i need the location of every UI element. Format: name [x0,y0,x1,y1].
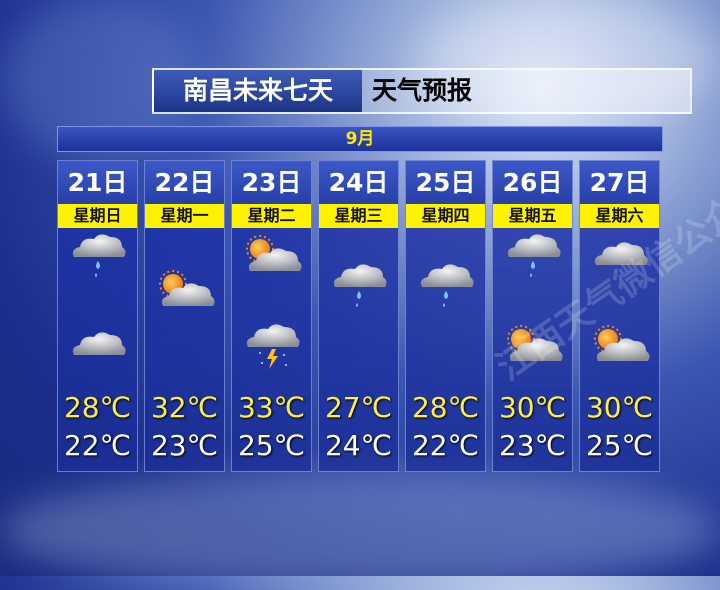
weekday-label: 星期一 [145,204,224,228]
light-rain-icon [333,264,387,307]
high-temp: 30℃ [585,391,654,424]
weekday-label: 星期六 [580,204,659,228]
title-city: 南昌未来七天 [152,70,362,112]
low-temp: 22℃ [411,429,480,462]
background-cloud [0,470,720,590]
low-temp: 24℃ [324,429,393,462]
day-column: 25日 星期四 28℃ 22℃ [405,160,486,472]
date-label: 24日 [319,161,398,204]
light-rain-icon [72,234,126,277]
high-temp: 33℃ [237,391,306,424]
day-column: 21日 星期日 28℃ 22℃ [57,160,138,472]
low-temp: 25℃ [585,429,654,462]
high-temp: 30℃ [498,391,567,424]
month-bar: 9月 [57,126,663,152]
title-subtitle: 天气预报 [372,76,473,105]
high-temp: 27℃ [324,391,393,424]
low-temp: 22℃ [63,429,132,462]
light-rain-icon [420,264,474,307]
cloudy-icon [72,332,126,355]
weekday-label: 星期四 [406,204,485,228]
low-temp: 23℃ [498,429,567,462]
title-banner: 南昌未来七天 天气预报 [152,68,692,114]
light-rain-icon [507,234,561,277]
low-temp: 25℃ [237,429,306,462]
day-column: 22日 星期一 32℃ 23℃ [144,160,225,472]
day-column: 27日 星期六 30℃ 25℃ [579,160,660,472]
weekday-label: 星期三 [319,204,398,228]
high-temp: 32℃ [150,391,219,424]
day-column: 23日 星期二 33℃ 25℃ [231,160,312,472]
partly-cloudy-icon [246,235,302,271]
date-label: 27日 [580,161,659,204]
date-label: 23日 [232,161,311,204]
high-temp: 28℃ [411,391,480,424]
weekday-label: 星期日 [58,204,137,228]
low-temp: 23℃ [150,429,219,462]
weekday-label: 星期二 [232,204,311,228]
weekday-label: 星期五 [493,204,572,228]
thunderstorm-icon [246,324,300,369]
date-label: 26日 [493,161,572,204]
day-column: 26日 星期五 30℃ 23℃ [492,160,573,472]
date-label: 25日 [406,161,485,204]
date-label: 21日 [58,161,137,204]
day-column: 24日 星期三 27℃ 24℃ [318,160,399,472]
date-label: 22日 [145,161,224,204]
partly-cloudy-icon [159,270,215,306]
high-temp: 28℃ [63,391,132,424]
